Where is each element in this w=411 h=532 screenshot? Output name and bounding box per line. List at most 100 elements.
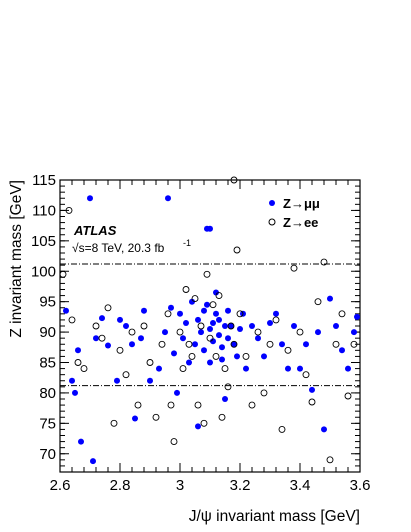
point-zmumu [225, 307, 231, 314]
point-zmumu [117, 316, 123, 323]
point-zmumu [195, 316, 201, 323]
x-tick-label: 3 [176, 477, 184, 494]
point-zee [230, 340, 238, 348]
point-zmumu [315, 329, 321, 336]
point-zmumu [138, 335, 144, 342]
point-zee [326, 456, 334, 464]
point-zmumu [171, 350, 177, 357]
point-zmumu [177, 310, 183, 317]
point-zee [332, 340, 340, 348]
y-tick-label: 80 [39, 385, 56, 402]
point-zee [116, 346, 124, 354]
energy-label: √s=8 TeV, 20.3 fb [72, 241, 165, 255]
y-tick-label: 70 [39, 446, 56, 463]
point-zee [242, 352, 250, 360]
point-zmumu [279, 341, 285, 348]
legend-marker-zmumu [269, 200, 275, 206]
point-zmumu [213, 310, 219, 317]
point-zee [254, 328, 262, 336]
point-zmumu [210, 338, 216, 345]
point-zee [203, 270, 211, 278]
point-zmumu [339, 347, 345, 354]
point-zmumu [291, 323, 297, 329]
point-zee [218, 413, 226, 421]
point-zee [206, 334, 214, 342]
point-zmumu [249, 323, 255, 329]
point-zmumu [192, 341, 198, 348]
point-zmumu [222, 396, 228, 402]
x-tick-label: 2.8 [110, 477, 131, 494]
point-zee [233, 246, 241, 254]
point-zee [350, 340, 358, 348]
point-zmumu [231, 341, 237, 348]
point-zee [140, 322, 148, 330]
energy-label-superscript: -1 [183, 238, 191, 248]
point-zmumu [351, 329, 357, 336]
point-zee [215, 292, 223, 300]
point-zmumu [183, 320, 189, 326]
point-zee [59, 270, 67, 278]
point-zmumu [141, 307, 147, 314]
point-zee [227, 322, 235, 330]
y-axis-title: Z invariant mass [GeV] [8, 180, 25, 338]
point-zee [80, 365, 88, 373]
point-zee [194, 401, 202, 409]
point-zmumu [273, 310, 279, 317]
point-zee [266, 340, 274, 348]
point-zmumu [321, 426, 327, 433]
point-zmumu [303, 341, 309, 348]
point-zmumu [75, 347, 81, 354]
point-zee [179, 365, 187, 373]
point-zmumu [261, 353, 267, 360]
point-zmumu [99, 315, 105, 322]
point-zmumu [210, 320, 216, 326]
point-zee [278, 425, 286, 433]
point-zmumu [243, 365, 249, 372]
x-tick-label: 3.6 [350, 477, 371, 494]
atlas-label: ATLAS [73, 223, 117, 238]
point-zmumu [72, 389, 78, 396]
point-zee [221, 365, 229, 373]
point-zmumu [345, 365, 351, 372]
legend-marker-zee [268, 218, 276, 226]
point-zee [122, 371, 130, 379]
point-zmumu [168, 304, 174, 311]
point-zmumu [222, 323, 228, 329]
y-tick-label: 100 [31, 263, 56, 280]
y-tick-label: 85 [39, 355, 56, 372]
point-zmumu [297, 365, 303, 372]
y-tick-label: 75 [39, 415, 56, 432]
point-zmumu [147, 377, 153, 384]
point-zmumu [174, 389, 180, 396]
point-zee [158, 340, 166, 348]
point-zmumu [255, 335, 261, 342]
point-zee [191, 295, 199, 303]
point-zmumu [195, 423, 201, 430]
point-zmumu [204, 301, 210, 308]
point-zee [170, 438, 178, 446]
point-zmumu [327, 295, 333, 302]
point-zmumu [201, 347, 207, 354]
point-zee [146, 359, 154, 366]
point-zee [260, 389, 268, 397]
axis-ticks [59, 179, 361, 473]
point-zee [200, 419, 208, 427]
point-zmumu [90, 458, 96, 465]
point-zmumu [63, 307, 69, 314]
legend: Z→μμ Z→ee [268, 196, 320, 230]
point-zee [197, 322, 205, 330]
legend-label-zmumu: Z→μμ [283, 196, 320, 211]
x-tick-label: 3.2 [230, 477, 251, 494]
point-zee [296, 328, 304, 336]
point-zmumu [180, 335, 186, 342]
point-zee [152, 413, 160, 421]
x-tick-label: 3.4 [290, 477, 311, 494]
y-tick-label: 95 [39, 294, 56, 311]
point-zmumu [201, 307, 207, 314]
point-zmumu [123, 323, 129, 329]
point-zee [272, 316, 280, 324]
point-zmumu [105, 342, 111, 349]
point-zmumu [237, 326, 243, 332]
point-zmumu [285, 365, 291, 372]
